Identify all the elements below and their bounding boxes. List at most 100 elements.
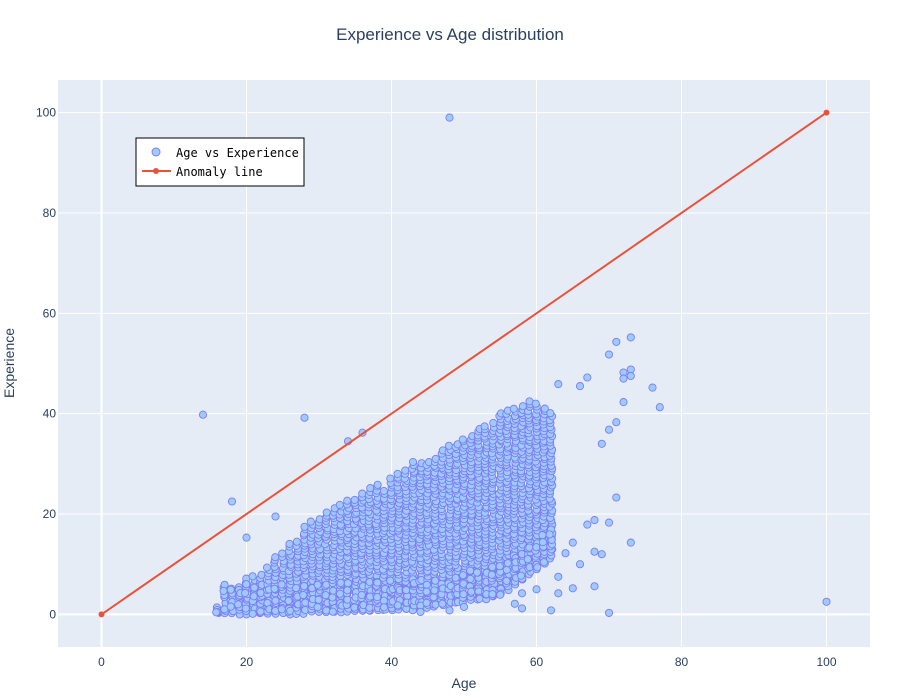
scatter-point — [328, 607, 337, 616]
scatter-point — [445, 606, 454, 615]
scatter-point — [430, 586, 439, 595]
scatter-point — [590, 582, 599, 591]
scatter-point — [517, 589, 527, 598]
x-tick-label: 60 — [530, 655, 544, 669]
scatter-point — [612, 337, 621, 346]
scatter-point — [292, 537, 301, 546]
scatter-point — [402, 586, 411, 595]
scatter-point — [444, 441, 453, 450]
scatter-point — [458, 435, 467, 444]
scatter-point — [350, 603, 359, 612]
scatter-point — [270, 584, 279, 593]
scatter-point — [285, 539, 294, 548]
scatter-point — [546, 409, 555, 418]
scatter-point — [335, 500, 344, 509]
scatter-point — [365, 577, 374, 587]
legend[interactable]: Age vs Experience Anomaly line — [135, 137, 305, 187]
scatter-point — [350, 495, 359, 504]
scatter-point — [284, 596, 293, 605]
scatter-point — [568, 584, 577, 593]
scatter-point — [242, 533, 251, 542]
scatter-point — [416, 607, 425, 616]
scatter-point — [459, 590, 468, 599]
scatter-point — [503, 559, 512, 568]
scatter-point — [379, 596, 388, 605]
scatter-point — [373, 578, 382, 587]
scatter-point — [539, 558, 548, 567]
scatter-point — [271, 606, 280, 615]
scatter-point — [509, 404, 518, 413]
legend-box — [135, 137, 305, 187]
x-tick-label: 40 — [385, 655, 399, 669]
scatter-point — [277, 605, 286, 614]
scatter-point — [300, 582, 309, 591]
scatter-point — [488, 590, 497, 599]
scatter-point — [445, 113, 454, 122]
scatter-point — [299, 590, 308, 600]
y-tick-label: 60 — [43, 306, 57, 320]
scatter-point — [648, 383, 657, 392]
scatter-point — [575, 560, 585, 569]
x-tick-label: 20 — [240, 655, 254, 669]
scatter-point — [590, 547, 599, 556]
scatter-point — [242, 580, 251, 589]
scatter-point — [554, 572, 563, 581]
chart-title: Experience vs Age distribution — [336, 25, 564, 44]
scatter-point — [590, 516, 599, 525]
scatter-point — [321, 591, 330, 600]
scatter-point — [517, 604, 527, 613]
scatter-point — [475, 594, 484, 603]
scatter-point — [502, 576, 511, 585]
y-tick-label: 80 — [43, 206, 57, 220]
scatter-point — [489, 418, 498, 428]
legend-scatter-marker — [151, 147, 161, 157]
y-tick-label: 20 — [43, 507, 57, 521]
scatter-point — [336, 578, 345, 587]
scatter-point — [277, 580, 286, 589]
y-tick-label: 0 — [49, 607, 56, 621]
scatter-point — [583, 373, 592, 382]
x-axis-title: Age — [452, 675, 477, 691]
scatter-point — [561, 549, 570, 558]
anomaly-line-point — [823, 109, 830, 116]
scatter-point — [241, 588, 250, 598]
scatter-point — [401, 466, 410, 475]
scatter-point — [212, 608, 221, 617]
scatter-point — [373, 593, 382, 602]
y-tick-label: 100 — [36, 106, 56, 120]
scatter-point — [612, 418, 621, 427]
scatter-point — [495, 562, 504, 571]
scatter-point — [379, 486, 388, 496]
scatter-point — [343, 496, 352, 505]
scatter-point — [431, 576, 440, 585]
scatter-point — [822, 597, 831, 606]
scatter-point — [328, 593, 337, 602]
scatter-point — [619, 374, 628, 383]
scatter-point — [531, 399, 540, 408]
scatter-point — [538, 538, 547, 547]
scatter-point — [554, 589, 563, 598]
scatter-point — [517, 571, 526, 580]
legend-line-marker — [153, 168, 159, 174]
scatter-point — [612, 493, 621, 502]
scatter-point — [226, 602, 235, 611]
scatter-point — [480, 422, 489, 431]
scatter-point — [271, 553, 280, 562]
scatter-point — [386, 576, 395, 585]
scatter-point — [533, 563, 542, 572]
y-tick-label: 40 — [43, 407, 57, 421]
scatter-point — [256, 607, 265, 616]
scatter-point — [575, 382, 585, 391]
scatter-point — [408, 457, 418, 467]
scatter-point — [626, 371, 635, 381]
scatter-point — [422, 580, 431, 589]
scatter-point — [502, 565, 511, 574]
scatter-point — [597, 550, 606, 559]
scatter-point — [604, 608, 614, 617]
scatter-point — [604, 425, 614, 434]
scatter-point — [422, 598, 431, 607]
scatter-point — [597, 439, 606, 448]
scatter-point — [583, 520, 592, 529]
x-tick-label: 0 — [98, 655, 105, 669]
scatter-point — [366, 484, 375, 493]
